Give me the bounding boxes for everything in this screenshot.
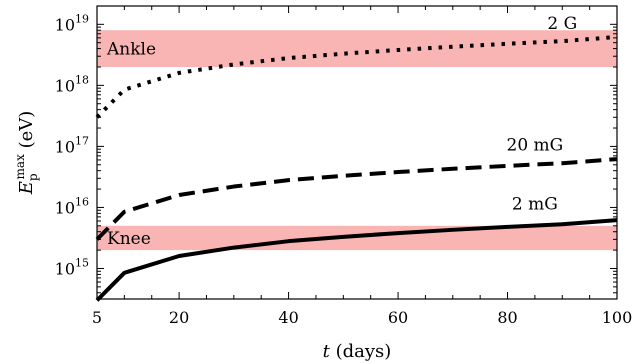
x-axis-label: t (days) [323, 341, 392, 362]
series-layer [95, 34, 618, 302]
series-line-2-mg [95, 218, 618, 302]
series-label-2-mg: 2 mG [512, 195, 558, 215]
x-tick-label: 60 [388, 308, 408, 327]
bands-layer: Ankle Knee [97, 30, 617, 251]
x-tick-label: 40 [278, 308, 298, 327]
y-tick-label: 1016 [55, 195, 89, 217]
labels-layer: 2 G 20 mG 2 mG [507, 14, 578, 214]
series-label-20-mg: 20 mG [507, 136, 564, 156]
band-label-ankle: Ankle [106, 40, 156, 60]
y-tick-label: 1018 [55, 73, 89, 95]
x-tick-label: 100 [602, 308, 633, 327]
x-tick-label: 5 [92, 308, 102, 327]
band-knee [97, 225, 617, 251]
band-label-knee: Knee [107, 229, 151, 249]
y-axis-label: Epmax (eV) [13, 111, 40, 196]
y-tick-label: 1015 [55, 256, 89, 278]
x-tick-label: 80 [497, 308, 517, 327]
band-ankle [97, 30, 617, 67]
x-tick-label: 20 [169, 308, 189, 327]
y-tick-label: 1017 [55, 134, 89, 156]
series-line-20-mg [95, 157, 618, 241]
series-line-2-g [95, 34, 618, 119]
series-label-2-g: 2 G [547, 14, 577, 34]
axes-layer: 5 20 40 60 80 100 1015 1016 1017 1018 1019 t (days)… [13, 5, 633, 362]
y-tick-label: 1019 [55, 12, 89, 34]
